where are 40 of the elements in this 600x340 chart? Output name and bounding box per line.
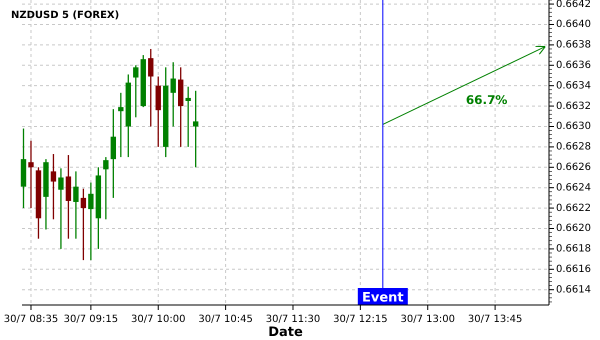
candlestick — [88, 182, 94, 261]
y-tick-label: 0.6616 — [556, 264, 591, 276]
x-tick-label: 30/7 11:30 — [266, 314, 320, 325]
candlestick — [73, 170, 79, 240]
y-tick-label: 0.6622 — [556, 202, 591, 214]
y-tick-label: 0.6620 — [556, 223, 591, 234]
y-tick-label: 0.6626 — [556, 162, 591, 174]
y-tick-label: 0.6628 — [556, 142, 591, 153]
candlestick — [50, 153, 56, 220]
y-tick-label: 0.6640 — [556, 19, 591, 30]
candlestick — [118, 92, 124, 158]
candlestick — [133, 64, 138, 118]
candlestick — [28, 140, 34, 209]
candlestick — [103, 156, 109, 220]
y-tick-label: 0.6634 — [556, 80, 591, 92]
candlestick — [58, 168, 64, 250]
x-tick-label: 30/7 13:45 — [468, 314, 522, 325]
x-tick-label: 30/7 08:35 — [4, 314, 58, 325]
y-tick-label: 0.6618 — [556, 244, 591, 255]
x-tick-label: 30/7 13:00 — [400, 314, 455, 325]
candlestick — [185, 86, 191, 148]
x-tick-label: 30/7 10:45 — [198, 314, 253, 325]
candlestick — [148, 48, 154, 128]
y-tick-label: 0.6632 — [556, 100, 591, 112]
y-tick-label: 0.6636 — [556, 60, 591, 72]
x-axis-title: Date — [268, 325, 303, 340]
candlestick — [110, 108, 116, 199]
x-tick-label: 30/7 09:15 — [64, 314, 118, 325]
y-tick-label: 0.6638 — [556, 40, 591, 51]
y-tick-label: 0.6630 — [556, 121, 591, 132]
annotation: 66.7% — [466, 92, 508, 107]
y-tick-label: 0.6614 — [556, 284, 591, 296]
y-tick-label: 0.6624 — [556, 182, 591, 194]
x-tick-label: 30/7 10:00 — [131, 314, 186, 325]
candlestick — [170, 62, 176, 128]
text: NZDUSD 5 (FOREX) — [11, 10, 120, 21]
candlestick — [192, 90, 198, 168]
candlestick — [80, 188, 86, 261]
x-tick-label: 30/7 12:15 — [333, 314, 388, 325]
ref-line-label: Event — [362, 290, 404, 306]
